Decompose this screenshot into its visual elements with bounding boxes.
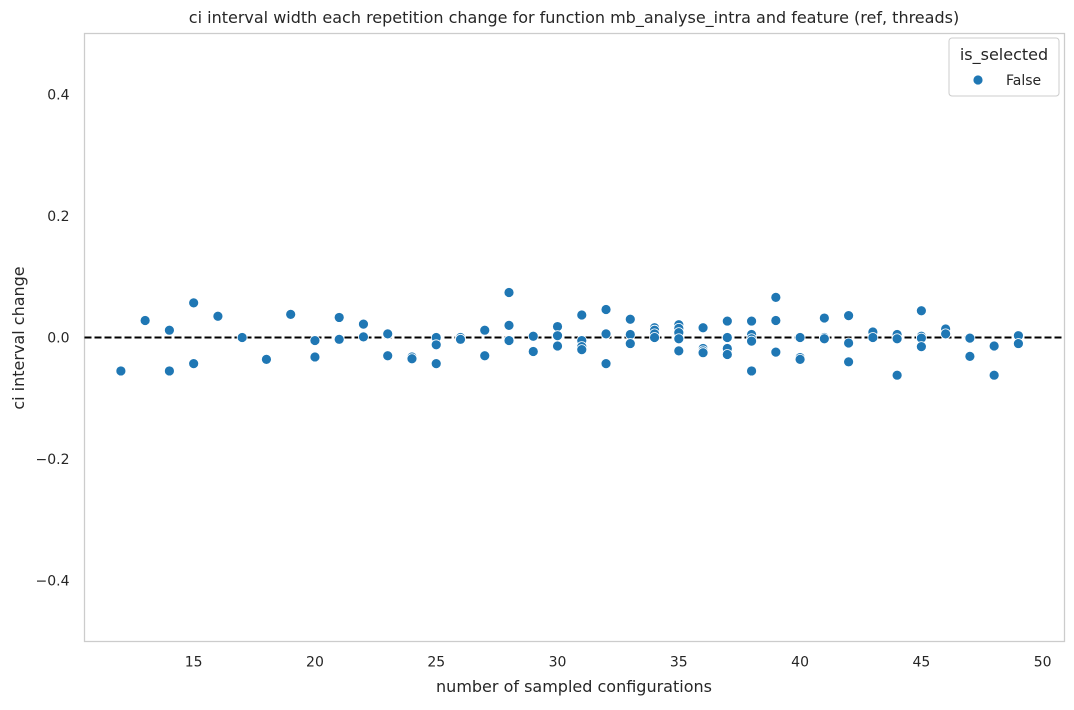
data-point bbox=[624, 313, 636, 325]
data-point bbox=[164, 365, 175, 377]
data-point bbox=[746, 335, 757, 347]
data-point bbox=[382, 328, 394, 340]
data-point bbox=[358, 318, 369, 330]
data-point bbox=[600, 304, 612, 315]
y-tick-label: 0.0 bbox=[47, 331, 69, 347]
data-point bbox=[867, 332, 879, 343]
legend-label-false: False bbox=[1006, 73, 1041, 89]
data-point bbox=[721, 349, 733, 360]
data-point bbox=[891, 369, 903, 381]
data-point bbox=[333, 333, 345, 345]
data-point bbox=[455, 333, 466, 345]
data-point bbox=[746, 365, 757, 377]
data-point bbox=[333, 312, 345, 323]
x-axis-label: number of sampled configurations bbox=[436, 677, 712, 696]
data-point bbox=[770, 291, 782, 303]
data-point bbox=[285, 308, 297, 320]
x-tick-label: 25 bbox=[427, 655, 445, 671]
data-point bbox=[697, 322, 709, 334]
y-axis-ticks: 0.4 0.2 0.0 −0.2 −0.4 bbox=[36, 87, 70, 589]
data-point bbox=[188, 297, 200, 309]
x-tick-label: 15 bbox=[185, 655, 203, 671]
data-point bbox=[479, 324, 491, 336]
x-axis-ticks: 15 20 25 30 35 40 45 50 bbox=[185, 655, 1052, 671]
data-point bbox=[430, 358, 442, 370]
chart-title: ci interval width each repetition change… bbox=[189, 8, 959, 28]
y-tick-label: 0.4 bbox=[47, 87, 69, 103]
data-point bbox=[794, 353, 806, 365]
data-point bbox=[261, 353, 272, 365]
data-point bbox=[843, 310, 855, 322]
data-point bbox=[1013, 338, 1024, 349]
data-points bbox=[115, 287, 1024, 381]
data-point bbox=[479, 350, 491, 362]
data-point bbox=[697, 347, 709, 359]
data-point bbox=[940, 328, 952, 340]
data-point bbox=[721, 332, 733, 343]
data-point bbox=[818, 333, 830, 345]
x-tick-label: 40 bbox=[791, 655, 809, 671]
data-point bbox=[915, 341, 927, 353]
data-point bbox=[673, 333, 685, 345]
data-point bbox=[164, 324, 175, 336]
data-point bbox=[358, 331, 369, 343]
data-point bbox=[406, 353, 418, 365]
data-point bbox=[552, 321, 563, 332]
data-point bbox=[309, 351, 321, 363]
y-tick-label: −0.4 bbox=[36, 574, 70, 590]
data-point bbox=[624, 329, 636, 340]
data-point bbox=[430, 339, 442, 351]
x-tick-label: 30 bbox=[549, 655, 567, 671]
legend-marker-false bbox=[972, 74, 984, 86]
data-point bbox=[527, 346, 539, 357]
data-point bbox=[382, 350, 394, 362]
data-point bbox=[212, 310, 224, 322]
data-point bbox=[552, 330, 563, 342]
data-point bbox=[309, 335, 321, 346]
data-point bbox=[576, 309, 588, 321]
data-point bbox=[964, 332, 976, 344]
data-point bbox=[188, 358, 200, 370]
y-tick-label: 0.2 bbox=[47, 209, 69, 225]
data-point bbox=[794, 332, 806, 343]
legend-title: is_selected bbox=[960, 45, 1048, 65]
data-point bbox=[843, 356, 855, 368]
data-point bbox=[576, 344, 588, 356]
data-point bbox=[552, 340, 563, 352]
data-point bbox=[115, 365, 127, 377]
data-point bbox=[527, 330, 539, 342]
data-point bbox=[818, 312, 830, 324]
data-point bbox=[673, 345, 685, 357]
data-point bbox=[915, 305, 927, 317]
legend: is_selected False bbox=[948, 37, 1060, 97]
x-tick-label: 35 bbox=[670, 655, 688, 671]
y-axis-label: ci interval change bbox=[9, 266, 28, 409]
x-tick-label: 20 bbox=[306, 655, 324, 671]
data-point bbox=[988, 369, 1000, 381]
data-point bbox=[624, 338, 636, 349]
data-point bbox=[649, 332, 660, 343]
data-point bbox=[964, 350, 976, 362]
data-point bbox=[139, 315, 151, 326]
data-point bbox=[600, 358, 612, 370]
data-point bbox=[503, 319, 515, 331]
data-point bbox=[988, 340, 1000, 352]
data-point bbox=[503, 287, 515, 298]
data-point bbox=[600, 328, 612, 340]
x-tick-label: 45 bbox=[912, 655, 930, 671]
data-point bbox=[503, 335, 515, 346]
data-point bbox=[236, 332, 248, 343]
x-tick-label: 50 bbox=[1034, 655, 1052, 671]
data-point bbox=[770, 346, 782, 358]
data-point bbox=[770, 315, 782, 326]
data-point bbox=[721, 315, 733, 327]
data-point bbox=[843, 337, 855, 349]
y-tick-label: −0.2 bbox=[36, 452, 70, 468]
data-point bbox=[746, 315, 757, 327]
data-point bbox=[891, 333, 903, 345]
